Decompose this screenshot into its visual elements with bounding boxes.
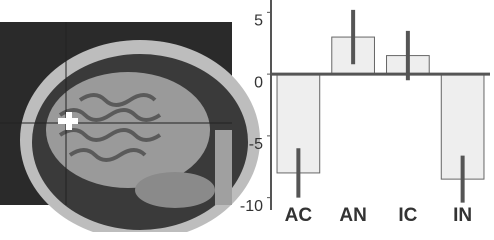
cerebellum — [135, 172, 215, 208]
y-tick-label: -10 — [240, 198, 263, 215]
figure: 5 0 -5 -10 AC AN IC IN — [0, 0, 490, 232]
y-tick-label: 5 — [254, 13, 263, 30]
bar-chart: 5 0 -5 -10 AC AN IC IN — [240, 0, 490, 226]
x-tick-label: IN — [453, 205, 472, 226]
activation-marker — [58, 112, 78, 130]
x-tick-label: AC — [285, 205, 313, 226]
y-tick-label: 0 — [254, 74, 263, 91]
y-tick-label: -5 — [249, 136, 263, 153]
brain-image — [0, 22, 260, 232]
x-tick-label: IC — [398, 205, 417, 226]
x-tick-label: AN — [339, 205, 366, 226]
neck — [215, 130, 232, 205]
brain-folds — [58, 93, 162, 162]
